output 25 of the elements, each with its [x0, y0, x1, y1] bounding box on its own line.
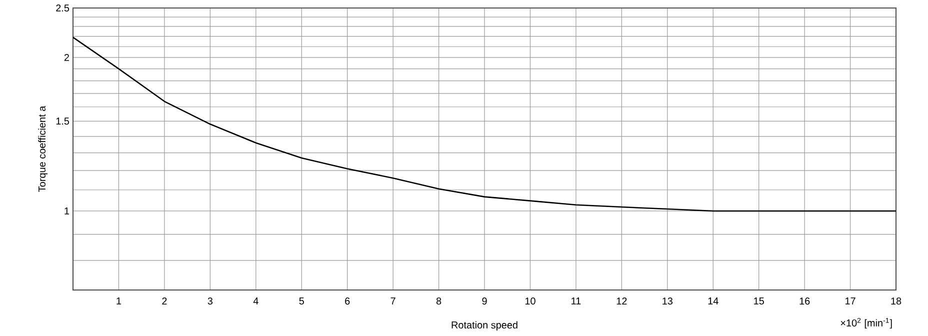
x-tick-label: 5: [299, 298, 304, 304]
x-tick-label: 12: [616, 298, 627, 304]
x-tick-label: 15: [754, 298, 764, 304]
y-tick-label: 2.5: [56, 4, 70, 12]
x-tick-label: 8: [436, 298, 442, 305]
x-tick-label: 10: [525, 298, 536, 305]
x-tick-label: 17: [846, 298, 856, 304]
x-tick-label: 2: [162, 298, 167, 304]
x-tick-label: 18: [891, 298, 902, 305]
x-tick-label: 14: [708, 298, 718, 304]
x-tick-label: 13: [662, 298, 673, 305]
y-tick-label: 1.5: [56, 118, 70, 125]
x-tick-label: 3: [208, 298, 213, 305]
x-tick-label: 1: [116, 298, 122, 304]
x-tick-label: 16: [800, 298, 810, 305]
x-tick-label: 9: [482, 298, 487, 305]
x-tick-label: 7: [390, 298, 396, 304]
y-tick-label: 1: [64, 208, 70, 214]
y-axis-title: Torque coefficient a: [38, 106, 48, 192]
x-axis-title: Rotation speed: [452, 321, 518, 330]
x-tick-label: 11: [572, 298, 581, 304]
x-tick-label: 4: [253, 298, 258, 304]
text: ×10$^{2}$ [min$^{-1}$]: [840, 318, 892, 328]
x-tick-label: 6: [345, 298, 350, 305]
y-tick-label: 2: [64, 54, 69, 61]
